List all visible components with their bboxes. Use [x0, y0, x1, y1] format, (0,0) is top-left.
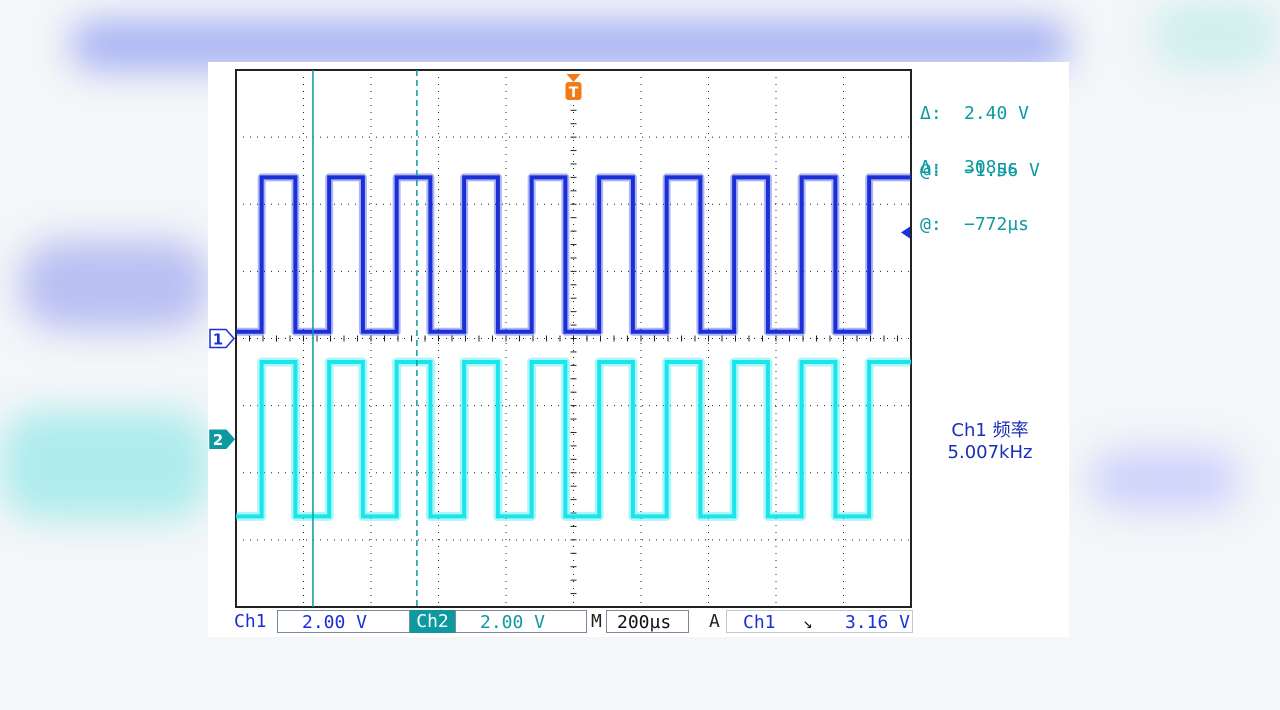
- background-blur-band: [70, 20, 1070, 70]
- voltage-at-symbol: @:: [920, 160, 942, 181]
- trigger-source: Ch1: [743, 612, 776, 633]
- trigger-prefix: A: [709, 611, 720, 632]
- voltage-delta-value: 2.40 V: [964, 103, 1030, 124]
- ch1-scale: 2.00 V: [277, 610, 410, 633]
- ch2-ground-marker: [209, 429, 236, 449]
- ch2-label: Ch2: [410, 610, 455, 633]
- time-delta-value: 308µs: [964, 157, 1019, 178]
- frequency-measurement-value: 5.007kHz: [947, 442, 1033, 463]
- trigger-position-arrow: [566, 74, 581, 82]
- trigger-slope-icon: ↘: [803, 613, 813, 632]
- status-bar: Ch1 2.00 V Ch2 2.00 V M 200µs A Ch1 ↘ 3.…: [208, 610, 913, 634]
- voltage-at-value: −1.56 V: [964, 160, 1040, 181]
- trigger-position-icon: [565, 82, 582, 100]
- background-blur-right: [1090, 450, 1240, 510]
- background-blur-cyan: [0, 410, 210, 520]
- ch1-label: Ch1: [234, 611, 267, 632]
- voltage-delta-symbol: Δ:: [920, 103, 942, 124]
- voltage-cursor-readout: Δ: 2.40 V @: −1.56 V: [920, 66, 1040, 218]
- waveform-plot: 1 2 T: [209, 69, 912, 608]
- trigger-level-icon: [901, 226, 910, 239]
- time-delta-symbol: Δ:: [920, 157, 942, 178]
- time-at-symbol: @:: [920, 214, 942, 235]
- time-cursor-readout: Δ: 308µs @: −772µs: [920, 120, 1029, 272]
- background-blur-left: [20, 240, 210, 330]
- ch1-trace: [236, 175, 911, 334]
- time-at-value: −772µs: [964, 214, 1030, 235]
- frequency-measurement-label: Ch1 频率: [951, 420, 1029, 441]
- timebase-scale: 200µs: [606, 610, 689, 633]
- trigger-position-label: T: [569, 85, 579, 101]
- trigger-info: Ch1 ↘ 3.16 V: [726, 610, 913, 633]
- trigger-level: 3.16 V: [844, 612, 910, 633]
- ch2-trace: [236, 359, 911, 519]
- ch2-ground-marker-label: 2: [213, 431, 223, 449]
- timebase-prefix: M: [591, 611, 602, 632]
- ch1-ground-marker: [209, 328, 236, 349]
- background-blur-corner: [1150, 0, 1280, 70]
- ch1-ground-marker-label: 1: [213, 331, 223, 349]
- ch2-scale: 2.00 V: [455, 610, 587, 633]
